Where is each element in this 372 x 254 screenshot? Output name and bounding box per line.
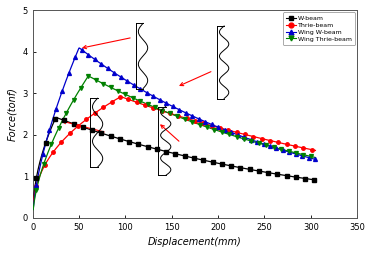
Y-axis label: Force(tonf): Force(tonf)	[7, 87, 17, 141]
Legend: W-beam, Thrie-beam, Wing W-beam, Wing Thrie-beam: W-beam, Thrie-beam, Wing W-beam, Wing Th…	[283, 12, 355, 45]
X-axis label: Displacement(mm): Displacement(mm)	[148, 237, 242, 247]
